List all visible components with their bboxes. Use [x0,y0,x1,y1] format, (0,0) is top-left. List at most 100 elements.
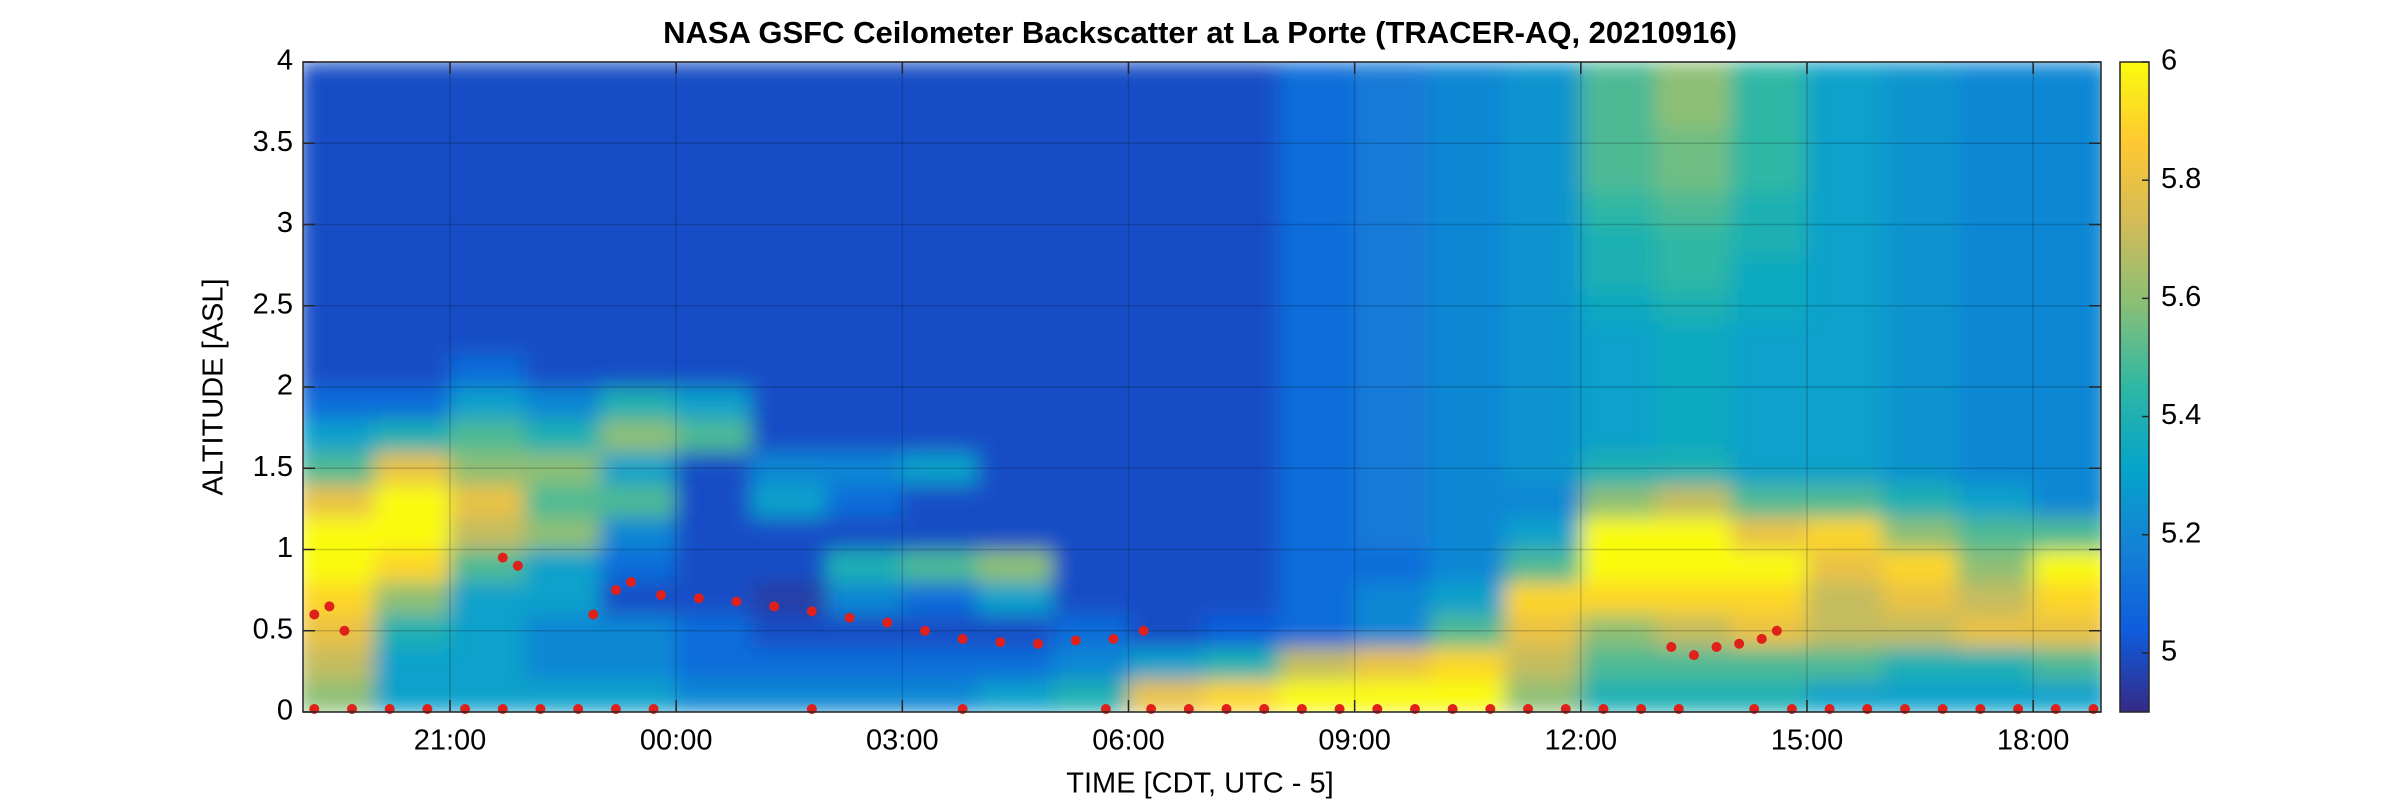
boundary-point [588,609,599,620]
heatmap-cell [1580,516,1657,550]
heatmap-cell [826,321,903,355]
heatmap-cell [524,419,602,453]
boundary-point [339,625,350,636]
heatmap-cell [1429,224,1506,258]
heatmap-cell [1127,289,1205,323]
heatmap-cell [901,516,979,550]
heatmap-cell [1429,191,1506,225]
heatmap-cell [751,256,828,290]
heatmap-cell [1504,581,1582,615]
heatmap-cell [2032,224,2101,258]
heatmap-cell [1806,484,1883,518]
heatmap-cell [826,289,903,323]
heatmap-cell [524,289,602,323]
heatmap-cell [826,224,903,258]
heatmap-cell [977,224,1054,258]
heatmap-cell [1580,289,1657,323]
heatmap-cell [751,419,828,453]
heatmap-cell [303,126,376,160]
heatmap-cell [675,354,753,388]
heatmap-cell [524,126,602,160]
heatmap-cell [1278,224,1356,258]
heatmap-cell [675,126,753,160]
heatmap-cell [1957,159,2034,193]
heatmap-cell [1957,94,2034,128]
heatmap-cell [1731,159,1808,193]
heatmap-cell [826,581,903,615]
heatmap-cell [1806,256,1883,290]
x-tick-label: 09:00 [1318,725,1391,757]
heatmap-cell [524,191,602,225]
heatmap-cell [1052,516,1129,550]
heatmap-cell [1278,646,1356,680]
heatmap-cell [751,386,828,420]
heatmap-cell [449,516,526,550]
heatmap-cell [1957,126,2034,160]
heatmap-cell [1806,159,1883,193]
heatmap-cell [1052,321,1129,355]
boundary-point [324,601,335,612]
heatmap-cell [524,321,602,355]
heatmap-cell [1203,321,1280,355]
heatmap-cell [1655,354,1733,388]
heatmap-cell [374,646,451,680]
heatmap-cell [449,614,526,648]
heatmap-cell [751,516,828,550]
heatmap-cell [1731,581,1808,615]
heatmap-cell [1881,386,1959,420]
heatmap-cell [1504,386,1582,420]
heatmap-cell [449,321,526,355]
heatmap-cell [751,224,828,258]
heatmap-cell [449,646,526,680]
heatmap-cell [374,386,451,420]
heatmap-cell [449,159,526,193]
heatmap-cell [1731,94,1808,128]
heatmap-cell [1203,581,1280,615]
heatmap-cell [1429,614,1506,648]
heatmap-cell [1127,484,1205,518]
boundary-point [610,585,621,596]
y-tick-label: 0.5 [253,613,293,645]
heatmap-cell [1655,614,1733,648]
heatmap-cell [600,354,677,388]
heatmap-cell [449,386,526,420]
heatmap-cell [1429,516,1506,550]
boundary-point [1666,642,1677,652]
heatmap-cell [675,224,753,258]
heatmap-cell [1278,549,1356,583]
heatmap-cell [1203,516,1280,550]
heatmap-cell [1354,646,1431,680]
heatmap-cell [1429,484,1506,518]
heatmap-cell [1429,419,1506,453]
heatmap-cell [751,646,828,680]
heatmap-cell [1806,126,1883,160]
heatmap-cell [1731,386,1808,420]
heatmap-cell [374,581,451,615]
heatmap-cell [303,549,376,583]
heatmap-cell [1052,224,1129,258]
heatmap-cell [1052,484,1129,518]
heatmap-cell [1127,321,1205,355]
heatmap-cell [1354,62,1431,95]
heatmap-cell [901,126,979,160]
heatmap-cell [1278,516,1356,550]
heatmap-cell [303,354,376,388]
heatmap-cell [1354,321,1431,355]
heatmap-cell [751,321,828,355]
heatmap-cell [1731,646,1808,680]
heatmap-cell [2032,354,2101,388]
heatmap-cell [303,614,376,648]
heatmap-cell [1655,62,1733,95]
heatmap-cell [303,419,376,453]
heatmap-cell [374,62,451,95]
heatmap-cell [977,451,1054,485]
heatmap-cell [600,191,677,225]
heatmap-cell [303,159,376,193]
x-tick-label: 06:00 [1092,725,1165,757]
heatmap-cell [1052,94,1129,128]
colorbar-tick-label: 5.6 [2161,281,2201,313]
heatmap-cell [1731,126,1808,160]
heatmap-cell [374,549,451,583]
heatmap-cell [449,581,526,615]
